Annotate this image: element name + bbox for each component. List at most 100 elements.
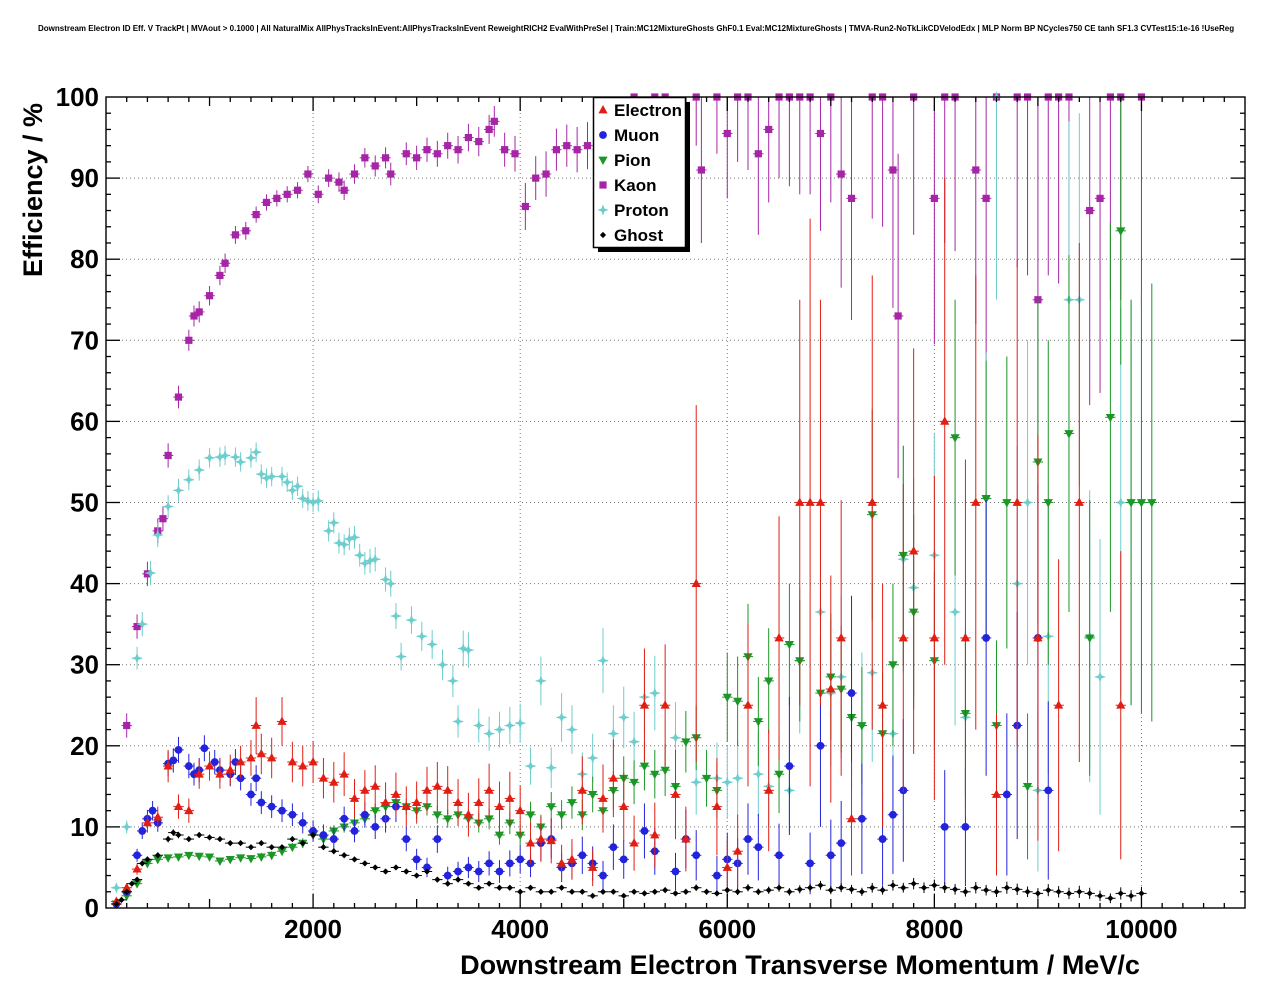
data-point-pion bbox=[1064, 430, 1074, 439]
data-point-ghost bbox=[548, 888, 555, 895]
data-point-pion bbox=[204, 853, 215, 862]
data-point-pion bbox=[1085, 634, 1095, 643]
y-tick-label: 10 bbox=[70, 812, 99, 842]
data-point-kaon bbox=[490, 117, 498, 125]
data-point-ghost bbox=[724, 887, 731, 894]
data-point-pion bbox=[588, 791, 598, 800]
legend: Electron Muon Pion Kaon Proton Ghost bbox=[592, 96, 690, 252]
data-point-electron bbox=[256, 748, 266, 758]
data-point-pion bbox=[981, 495, 991, 504]
data-point-ghost bbox=[920, 884, 928, 891]
data-point-proton bbox=[214, 451, 226, 463]
data-point-ghost bbox=[154, 852, 161, 859]
data-point-proton bbox=[721, 776, 733, 788]
data-point-pion bbox=[287, 843, 297, 853]
data-point-ghost bbox=[682, 888, 689, 895]
data-point-kaon bbox=[1086, 206, 1094, 215]
data-point-ghost bbox=[983, 887, 990, 894]
data-point-electron bbox=[536, 834, 546, 843]
data-point-ghost bbox=[703, 888, 710, 895]
data-point-proton bbox=[618, 711, 630, 724]
data-point-electron bbox=[877, 700, 888, 709]
data-point-kaon bbox=[894, 312, 902, 320]
data-point-muon bbox=[889, 810, 897, 819]
data-point-electron bbox=[805, 497, 815, 506]
data-point-pion bbox=[733, 697, 743, 707]
data-point-proton bbox=[250, 446, 262, 458]
data-point-ghost bbox=[237, 840, 244, 847]
data-point-muon bbox=[133, 851, 141, 860]
data-point-proton bbox=[121, 821, 133, 833]
data-point-muon bbox=[982, 634, 991, 642]
data-point-proton bbox=[307, 496, 319, 509]
data-point-electron bbox=[349, 793, 360, 802]
data-point-electron bbox=[567, 854, 577, 863]
data-point-pion bbox=[774, 770, 784, 780]
plot-title: Downstream Electron ID Eff. V TrackPt | … bbox=[38, 24, 1235, 33]
data-point-kaon bbox=[511, 150, 519, 158]
data-point-proton bbox=[235, 456, 247, 468]
data-point-proton bbox=[219, 449, 231, 462]
data-point-pion bbox=[184, 851, 194, 861]
data-point-kaon bbox=[464, 133, 473, 142]
data-point-electron bbox=[132, 864, 142, 873]
data-point-ghost bbox=[599, 888, 607, 895]
data-point-muon bbox=[412, 855, 421, 864]
data-point-electron bbox=[432, 781, 442, 790]
data-point-proton bbox=[297, 492, 309, 505]
legend-marker-ghost-icon bbox=[599, 231, 607, 239]
data-point-muon bbox=[578, 851, 587, 860]
legend-marker-pion-icon bbox=[598, 156, 608, 165]
y-tick-label: 70 bbox=[70, 325, 99, 355]
data-point-muon bbox=[252, 774, 261, 783]
data-point-electron bbox=[670, 789, 681, 798]
data-point-proton bbox=[457, 642, 469, 655]
data-point-electron bbox=[826, 684, 836, 693]
data-point-kaon bbox=[847, 194, 856, 202]
legend-marker-proton-icon bbox=[597, 204, 609, 216]
data-point-kaon bbox=[190, 312, 198, 320]
data-point-pion bbox=[557, 811, 567, 820]
data-point-proton bbox=[426, 638, 438, 651]
data-point-ghost bbox=[993, 888, 1000, 895]
data-point-proton bbox=[1115, 496, 1127, 509]
data-point-proton bbox=[255, 468, 267, 480]
data-point-electron bbox=[846, 813, 857, 823]
x-tick-label: 4000 bbox=[491, 914, 549, 944]
data-point-pion bbox=[194, 852, 204, 862]
y-tick-label: 60 bbox=[70, 406, 99, 436]
data-point-ghost bbox=[1107, 895, 1114, 902]
data-point-ghost bbox=[951, 886, 959, 893]
data-point-pion bbox=[443, 815, 453, 824]
data-point-kaon bbox=[444, 142, 452, 150]
data-point-electron bbox=[940, 416, 950, 425]
data-point-ghost bbox=[744, 884, 752, 891]
data-point-ghost bbox=[620, 892, 627, 899]
data-point-electron bbox=[639, 700, 650, 709]
data-point-proton bbox=[369, 553, 381, 565]
data-point-kaon bbox=[454, 146, 462, 154]
data-point-muon bbox=[826, 851, 835, 860]
data-point-electron bbox=[557, 858, 567, 867]
data-point-electron bbox=[153, 812, 163, 821]
y-tick-label: 100 bbox=[56, 82, 99, 112]
data-point-proton bbox=[291, 480, 304, 492]
data-point-pion bbox=[1126, 499, 1136, 508]
data-point-pion bbox=[525, 811, 536, 820]
data-point-pion bbox=[246, 855, 256, 864]
data-point-proton bbox=[152, 529, 164, 541]
data-point-electron bbox=[598, 793, 608, 802]
y-tick-label: 30 bbox=[70, 650, 99, 680]
data-point-ghost bbox=[972, 884, 979, 891]
data-point-ghost bbox=[309, 831, 317, 839]
data-point-kaon bbox=[381, 154, 390, 162]
data-point-pion bbox=[256, 853, 266, 862]
data-point-proton bbox=[566, 723, 578, 736]
data-point-electron bbox=[681, 834, 691, 843]
data-point-proton bbox=[229, 451, 242, 463]
data-point-kaon bbox=[573, 146, 581, 154]
data-point-pion bbox=[1136, 499, 1147, 508]
data-point-kaon bbox=[350, 170, 359, 178]
data-point-electron bbox=[267, 752, 277, 762]
